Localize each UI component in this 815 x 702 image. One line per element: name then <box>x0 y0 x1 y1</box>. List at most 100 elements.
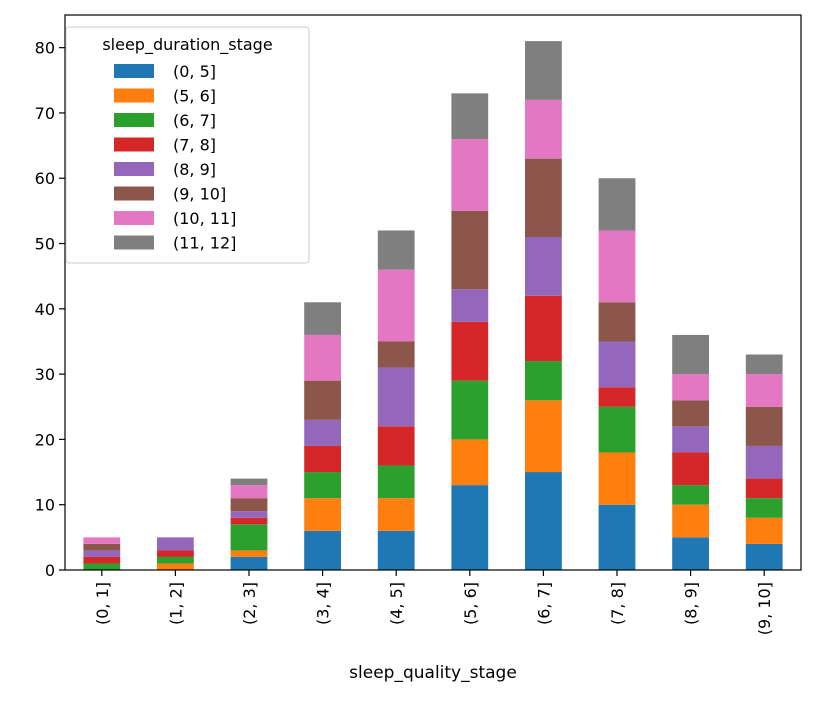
x-tick-label: (1, 2] <box>166 582 185 625</box>
legend-label: (9, 10] <box>173 185 226 204</box>
x-tick-label: (9, 10] <box>755 582 774 635</box>
bar-segment-5-cat-1 <box>83 550 121 557</box>
bar-segment-5-cat-2 <box>157 537 194 551</box>
bar-segment-3-cat-6 <box>451 380 489 440</box>
bar-segment-6-cat-6 <box>451 210 489 290</box>
bar-segment-8-cat-9 <box>672 334 709 375</box>
bar-segment-8-cat-5 <box>377 230 415 270</box>
legend-label: (10, 11] <box>173 209 236 228</box>
bar-segment-6-cat-1 <box>83 543 121 551</box>
y-tick-label: 0 <box>45 561 55 580</box>
legend-swatch <box>114 137 154 152</box>
bar-segment-2-cat-5 <box>377 498 415 531</box>
bar-segment-7-cat-1 <box>83 537 121 544</box>
y-tick-label: 60 <box>35 169 55 188</box>
bar-segment-7-cat-10 <box>745 374 783 407</box>
bar-segment-1-cat-6 <box>451 485 489 570</box>
bar-segment-5-cat-4 <box>304 419 341 446</box>
legend-label: (5, 6] <box>173 87 216 106</box>
bar-segment-7-cat-7 <box>525 99 562 159</box>
bar-segment-1-cat-10 <box>745 543 783 570</box>
bar-segment-4-cat-4 <box>304 445 341 473</box>
legend-label: (0, 5] <box>173 62 216 81</box>
bar-segment-2-cat-6 <box>451 439 489 486</box>
legend-label: (6, 7] <box>173 111 216 130</box>
bar-segment-7-cat-4 <box>304 334 341 381</box>
bar-segment-1-cat-4 <box>304 530 341 570</box>
legend-swatch <box>114 186 154 201</box>
y-tick-label: 30 <box>35 365 55 384</box>
bar-segment-8-cat-8 <box>598 178 636 231</box>
bar-segment-3-cat-5 <box>377 465 415 499</box>
bar-segment-6-cat-10 <box>745 406 783 446</box>
bar-segment-7-cat-8 <box>598 230 636 303</box>
bar-segment-8-cat-6 <box>451 93 489 140</box>
bar-segment-4-cat-7 <box>525 295 562 362</box>
y-tick-label: 10 <box>35 496 55 515</box>
x-tick-label: (7, 8] <box>608 582 627 625</box>
bar-segment-5-cat-9 <box>672 426 709 453</box>
bar-segment-7-cat-3 <box>230 485 268 499</box>
bar-segment-4-cat-6 <box>451 321 489 381</box>
bar-segment-2-cat-8 <box>598 452 636 505</box>
bar-segment-6-cat-5 <box>377 341 415 368</box>
legend-swatch <box>114 162 154 176</box>
x-axis-title: sleep_quality_stage <box>349 663 517 683</box>
y-tick-label: 20 <box>35 430 55 449</box>
bar-segment-2-cat-4 <box>304 498 341 531</box>
bar-segment-8-cat-3 <box>230 478 268 486</box>
legend: sleep_duration_stage (0, 5] (5, 6] (6, 7] (… <box>65 26 310 264</box>
y-tick-label: 70 <box>35 104 55 123</box>
legend-swatch <box>114 235 154 250</box>
bar-segment-1-cat-7 <box>525 472 562 570</box>
bar-segment-3-cat-8 <box>598 406 636 453</box>
legend-label: (8, 9] <box>173 160 216 179</box>
x-tick-label: (4, 5] <box>387 582 406 625</box>
ticks-layer: 0 10 20 30 40 50 60 70 80 (0, 1] (1, 2] (2, 3] (3, 4… <box>35 39 775 636</box>
bar-segment-6-cat-8 <box>598 302 636 342</box>
legend-swatch <box>114 88 154 103</box>
bar-segment-5-cat-7 <box>525 237 562 296</box>
bar-segment-4-cat-2 <box>157 550 194 557</box>
legend-swatch <box>114 211 154 225</box>
bar-segment-5-cat-6 <box>451 289 489 322</box>
bar-segment-3-cat-10 <box>745 498 783 518</box>
bar-segment-1-cat-5 <box>377 530 415 570</box>
x-tick-label: (0, 1] <box>93 582 112 625</box>
bar-segment-3-cat-1 <box>83 563 121 570</box>
x-tick-label: (2, 3] <box>240 582 259 625</box>
bar-segment-4-cat-9 <box>672 452 709 486</box>
plot-frame <box>64 14 802 571</box>
bar-segment-8-cat-4 <box>304 302 341 335</box>
bar-segment-1-cat-8 <box>598 504 636 570</box>
bar-segment-3-cat-3 <box>230 524 268 551</box>
bar-segment-1-cat-9 <box>672 537 709 570</box>
bar-segment-6-cat-7 <box>525 158 562 237</box>
x-tick-label: (6, 7] <box>534 582 553 625</box>
bar-segment-4-cat-8 <box>598 387 636 407</box>
bar-segment-7-cat-9 <box>672 374 709 401</box>
bar-segment-4-cat-1 <box>83 556 121 564</box>
bar-segment-6-cat-3 <box>230 498 268 512</box>
bar-segment-4-cat-10 <box>745 478 783 499</box>
bar-segment-2-cat-2 <box>157 563 194 570</box>
bar-segment-5-cat-8 <box>598 341 636 388</box>
bar-segment-2-cat-3 <box>230 550 268 557</box>
y-tick-label: 40 <box>35 300 55 319</box>
legend-swatch <box>114 113 154 127</box>
bar-segment-7-cat-5 <box>377 269 415 342</box>
bar-segment-6-cat-4 <box>304 380 341 420</box>
legend-label: (11, 12] <box>173 234 236 253</box>
axes-layer <box>64 14 802 571</box>
bar-segment-1-cat-3 <box>230 556 268 570</box>
bar-segment-6-cat-9 <box>672 400 709 427</box>
bars-layer <box>83 41 783 570</box>
bar-segment-2-cat-10 <box>745 517 783 544</box>
bar-segment-7-cat-6 <box>451 139 489 211</box>
legend-frame <box>65 26 310 264</box>
bar-segment-8-cat-7 <box>525 41 562 100</box>
bar-segment-8-cat-10 <box>745 354 783 375</box>
x-tick-label: (3, 4] <box>314 582 333 625</box>
